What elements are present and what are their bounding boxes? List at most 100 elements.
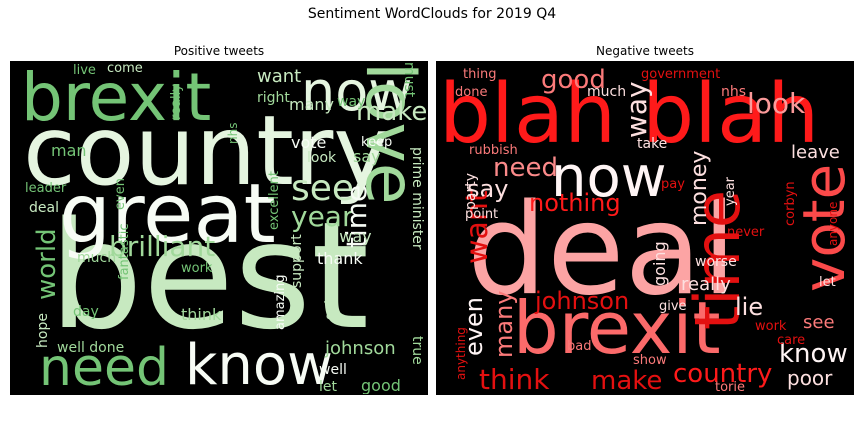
cloud-word: now bbox=[301, 62, 413, 123]
cloud-word: really bbox=[169, 84, 185, 120]
cloud-word: hope bbox=[35, 313, 52, 348]
cloud-word: work bbox=[755, 318, 787, 334]
positive-wordcloud: best country great brexit now love need know see… bbox=[10, 61, 428, 395]
cloud-word: lie bbox=[735, 292, 764, 321]
cloud-word: year bbox=[723, 176, 739, 206]
cloud-word: show bbox=[633, 352, 667, 368]
cloud-word: make bbox=[356, 97, 427, 128]
cloud-word: johnson bbox=[535, 286, 630, 315]
cloud-word: done bbox=[455, 84, 488, 100]
cloud-word: country bbox=[673, 359, 773, 390]
cloud-word: fantastic bbox=[117, 223, 133, 280]
cloud-word: anything bbox=[453, 327, 468, 380]
cloud-word: johnson bbox=[325, 337, 396, 359]
figure-title: Sentiment WordClouds for 2019 Q4 bbox=[307, 6, 557, 22]
cloud-word: think bbox=[181, 305, 222, 325]
cloud-word: never bbox=[727, 224, 765, 240]
cloud-word: thing bbox=[463, 66, 497, 82]
cloud-word: day bbox=[73, 303, 99, 320]
cloud-word: rubbish bbox=[469, 142, 518, 158]
cloud-word: know bbox=[779, 339, 848, 370]
cloud-word: best bbox=[49, 189, 370, 362]
cloud-word: brilliant bbox=[109, 229, 216, 263]
cloud-word: good bbox=[361, 376, 401, 394]
cloud-word: see bbox=[803, 311, 835, 333]
cloud-word: brexit bbox=[513, 286, 721, 371]
cloud-word: way bbox=[337, 93, 366, 110]
cloud-word: nothing bbox=[529, 188, 621, 217]
cloud-word: many bbox=[289, 95, 334, 115]
cloud-word: right bbox=[257, 89, 290, 106]
cloud-word: great bbox=[59, 167, 276, 263]
cloud-word: let bbox=[819, 274, 836, 290]
cloud-word: corbyn bbox=[783, 181, 799, 226]
cloud-word: government bbox=[641, 66, 721, 82]
cloud-word: man bbox=[51, 141, 87, 161]
cloud-word: make bbox=[591, 366, 663, 394]
cloud-word: give bbox=[659, 298, 687, 314]
cloud-word: well bbox=[319, 361, 347, 378]
cloud-word: want bbox=[257, 65, 302, 87]
cloud-word: say bbox=[353, 147, 381, 167]
cloud-word: much bbox=[77, 249, 117, 266]
cloud-word: way bbox=[620, 81, 654, 138]
negative-wordcloud: deal blah blah brexit time vote now good look wa… bbox=[436, 61, 854, 395]
cloud-word: nhs bbox=[721, 83, 747, 100]
cloud-word: pay bbox=[661, 176, 685, 192]
cloud-word: year bbox=[291, 199, 354, 233]
negative-panel-title: Negative tweets bbox=[596, 44, 694, 58]
cloud-word: work bbox=[181, 260, 213, 276]
cloud-word: many bbox=[490, 290, 519, 359]
cloud-word: poor bbox=[787, 366, 833, 390]
cloud-word: vote bbox=[291, 133, 327, 153]
cloud-word: come bbox=[107, 62, 143, 76]
cloud-word: country bbox=[23, 95, 391, 208]
cloud-word: anyone bbox=[825, 201, 840, 246]
cloud-word: say bbox=[467, 174, 509, 203]
cloud-word: well done bbox=[57, 339, 125, 356]
cloud-word: worse bbox=[695, 253, 737, 270]
cloud-word: leave bbox=[791, 141, 840, 163]
cloud-word: take bbox=[637, 135, 668, 152]
cloud-word: blah blah bbox=[439, 67, 820, 163]
cloud-word: excellent bbox=[267, 171, 283, 230]
cloud-word: support bbox=[289, 234, 306, 288]
cloud-word: going bbox=[323, 283, 339, 320]
cloud-word: know bbox=[185, 333, 333, 394]
cloud-word: amazing bbox=[273, 274, 289, 330]
cloud-word: deal bbox=[29, 199, 59, 216]
cloud-word: live bbox=[73, 62, 96, 78]
positive-panel-title: Positive tweets bbox=[173, 44, 265, 58]
cloud-word: need bbox=[39, 338, 169, 394]
cloud-word: thank bbox=[317, 249, 363, 269]
cloud-word: world bbox=[31, 228, 62, 300]
cloud-word: need bbox=[493, 153, 558, 184]
cloud-word: leader bbox=[25, 180, 67, 196]
cloud-word: care bbox=[777, 332, 806, 348]
cloud-word: good bbox=[541, 65, 606, 96]
cloud-word: let bbox=[319, 379, 337, 394]
cloud-word: keep bbox=[361, 134, 393, 150]
cloud-word: brexit bbox=[21, 62, 212, 137]
cloud-word: really bbox=[681, 273, 731, 295]
cloud-word: look bbox=[747, 86, 806, 120]
cloud-word: prime minister bbox=[408, 147, 425, 250]
cloud-word: nhs bbox=[225, 122, 240, 144]
cloud-word: think bbox=[479, 363, 550, 394]
cloud-word: much bbox=[587, 83, 627, 100]
cloud-word: bad bbox=[567, 338, 592, 354]
cloud-word: alway bbox=[325, 227, 372, 247]
cloud-word: party bbox=[463, 173, 480, 210]
cloud-word: see bbox=[291, 168, 355, 210]
cloud-word: true bbox=[408, 336, 425, 365]
cloud-word: money bbox=[686, 150, 712, 226]
cloud-word: going bbox=[649, 241, 669, 286]
cloud-word: look bbox=[307, 149, 337, 166]
cloud-word: point bbox=[465, 206, 499, 222]
cloud-word: must bbox=[400, 62, 417, 98]
cloud-word: deal bbox=[467, 176, 737, 324]
cloud-word: vote bbox=[790, 163, 853, 292]
cloud-word: now bbox=[551, 145, 667, 211]
cloud-word: torie bbox=[715, 380, 746, 394]
cloud-word: even bbox=[113, 178, 129, 210]
